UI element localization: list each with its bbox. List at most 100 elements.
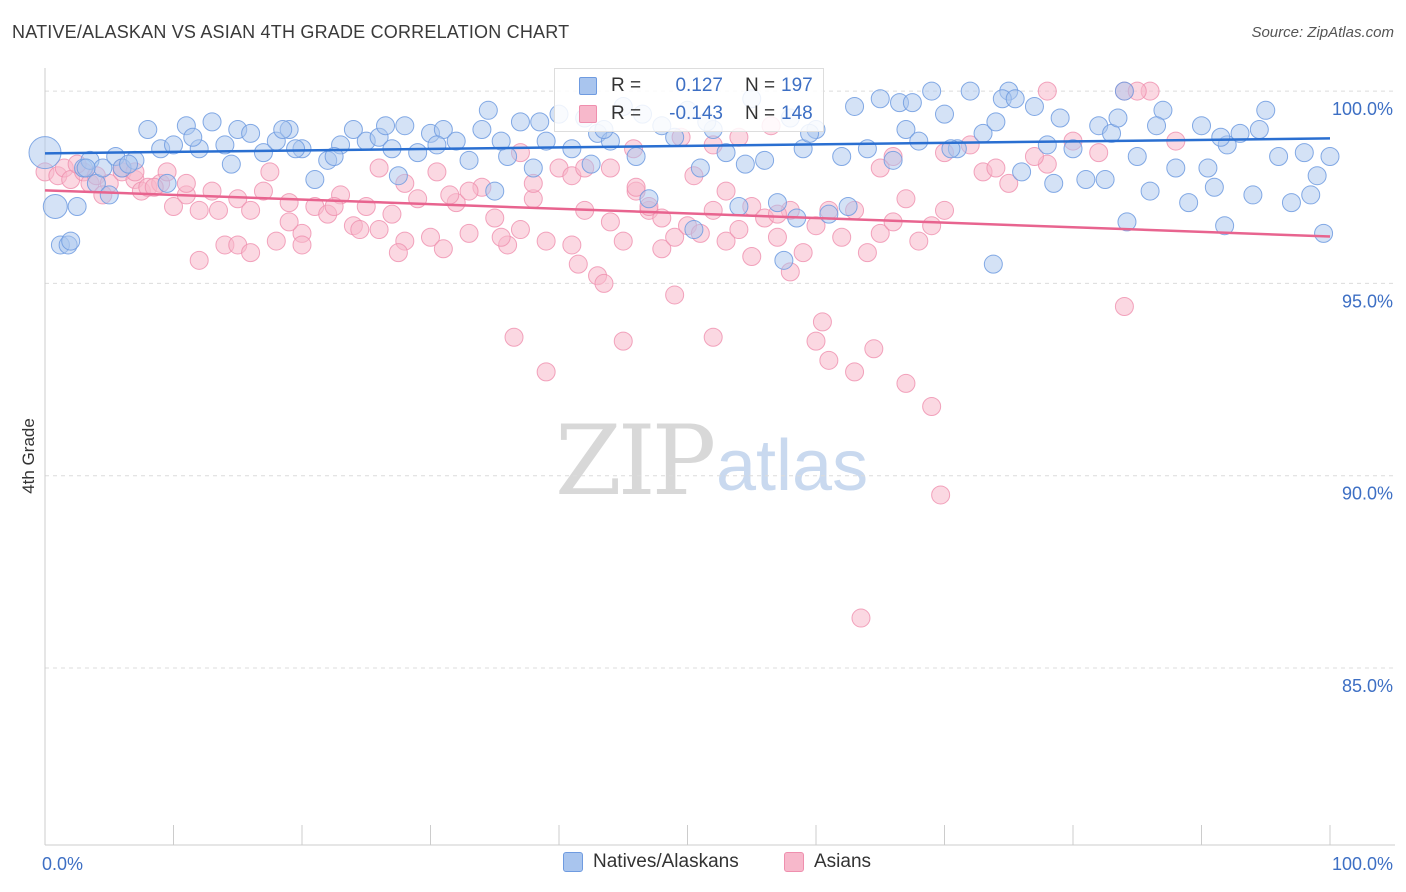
x-tick-label: 100.0%	[1332, 854, 1393, 874]
asians-points	[35, 81, 1186, 628]
legend-r-value: 0.127	[675, 75, 723, 96]
natives-point	[1166, 158, 1186, 178]
natives-point	[902, 93, 922, 113]
natives-point	[716, 143, 736, 163]
asians-point	[857, 243, 877, 263]
natives-point	[909, 131, 929, 151]
asians-swatch	[784, 852, 804, 872]
asians-point	[485, 208, 505, 228]
asians-point	[241, 200, 261, 220]
natives-point	[536, 131, 556, 151]
asians-point	[793, 243, 813, 263]
legend-swatch-natives	[579, 77, 597, 95]
legend-row-asians: R = -0.143 N = 148	[579, 101, 813, 127]
axis-labels: 85.0% 90.0% 95.0% 100.0% 0.0% 100.0% 4th Grade	[19, 99, 1393, 874]
natives-point	[157, 173, 177, 193]
asians-point	[935, 200, 954, 220]
natives-point	[941, 139, 961, 159]
natives-point	[478, 100, 498, 120]
natives-point	[986, 112, 1006, 132]
legend-r-label: R =	[611, 75, 642, 96]
natives-point	[76, 158, 96, 178]
natives-point	[1215, 216, 1235, 236]
asians-point	[388, 243, 408, 263]
natives-point	[922, 81, 942, 101]
natives-point	[286, 139, 306, 159]
natives-point	[183, 127, 203, 147]
natives-point	[305, 170, 325, 190]
asians-point	[189, 250, 209, 270]
natives-point	[1024, 96, 1044, 116]
bottom-legend-asians[interactable]: Asians	[784, 851, 871, 873]
asians-point	[896, 189, 916, 209]
asians-point	[491, 227, 511, 247]
watermark-atlas: atlas	[716, 426, 869, 506]
natives-point	[1314, 223, 1334, 243]
asians-point	[703, 200, 723, 220]
asians-point	[716, 231, 736, 251]
natives-point	[1256, 100, 1276, 120]
natives-point	[1012, 162, 1032, 182]
natives-point	[896, 120, 916, 140]
asians-point	[931, 485, 951, 505]
asians-point	[1024, 146, 1044, 166]
natives-point	[446, 131, 466, 151]
natives-point	[343, 120, 363, 140]
asians-point	[594, 273, 614, 293]
natives-point	[562, 139, 582, 159]
asians-point	[742, 246, 762, 266]
asians-point	[703, 327, 723, 347]
natives-point	[1108, 108, 1128, 128]
natives-point	[1301, 185, 1321, 205]
asians-point	[504, 327, 524, 347]
asians-point	[806, 216, 826, 236]
asians-point	[665, 227, 685, 247]
asians-point	[600, 212, 620, 232]
asians-point	[292, 235, 312, 255]
axes	[44, 68, 1395, 846]
natives-point	[395, 116, 415, 136]
asians-point	[922, 396, 942, 416]
natives-point	[1063, 139, 1083, 159]
asians-point	[279, 212, 299, 232]
natives-point	[819, 204, 839, 224]
asians-point	[208, 200, 228, 220]
natives-point	[767, 193, 787, 213]
asians-point	[909, 231, 929, 251]
asians-point	[600, 158, 620, 178]
asians-point	[767, 227, 787, 247]
natives-swatch	[563, 852, 583, 872]
natives-point	[1050, 108, 1070, 128]
natives-point	[1269, 146, 1289, 166]
natives-point	[684, 220, 704, 240]
legend-n-label: N =	[745, 103, 776, 124]
asians-point	[986, 158, 1006, 178]
natives-point	[1179, 193, 1199, 213]
legend-row-natives: R = 0.127 N = 197	[579, 73, 813, 99]
natives-point	[530, 112, 550, 132]
natives-point	[67, 196, 87, 216]
asians-point	[812, 312, 832, 332]
natives-point	[472, 120, 492, 140]
asians-point	[851, 608, 871, 628]
natives-point	[376, 116, 396, 136]
asians-point	[536, 362, 556, 382]
natives-point	[960, 81, 980, 101]
natives-point	[1211, 127, 1231, 147]
asians-point	[260, 162, 280, 182]
natives-point	[581, 154, 601, 174]
asians-point	[241, 243, 261, 263]
natives-point	[408, 143, 428, 163]
natives-point	[1307, 166, 1327, 186]
asians-point	[356, 196, 376, 216]
asians-point	[896, 373, 916, 393]
asians-point	[1037, 81, 1057, 101]
asians-point	[369, 158, 389, 178]
natives-point	[1044, 173, 1064, 193]
bottom-legend-natives[interactable]: Natives/Alaskans	[563, 851, 739, 873]
natives-point	[690, 158, 710, 178]
natives-point	[510, 112, 530, 132]
natives-point	[1192, 116, 1211, 136]
natives-point	[1114, 81, 1134, 101]
legend-swatch-asians	[579, 105, 597, 123]
